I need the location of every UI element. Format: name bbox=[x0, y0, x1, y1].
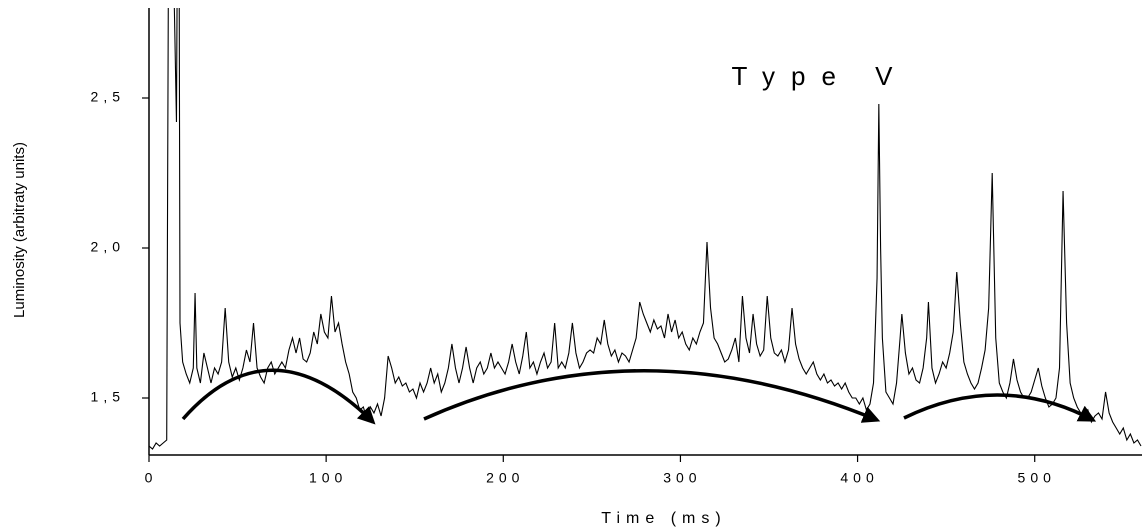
x-tick-label: 200 bbox=[486, 470, 524, 486]
y-tick-label: 2,0 bbox=[91, 239, 125, 255]
x-axis-title: Time (ms) bbox=[601, 510, 726, 527]
chart-title: Type V bbox=[732, 61, 909, 91]
x-tick-label: 300 bbox=[663, 470, 701, 486]
trend-arrow bbox=[423, 369, 881, 423]
y-axis-title: Luminosity (arbitraty units) bbox=[11, 142, 28, 318]
y-tick-label: 2,5 bbox=[91, 89, 125, 105]
y-tick-label: 1,5 bbox=[91, 389, 125, 405]
trend-arrow bbox=[181, 368, 376, 425]
x-tick-label: 400 bbox=[840, 470, 878, 486]
trend-arrow bbox=[903, 393, 1097, 422]
data-line bbox=[149, 8, 1142, 450]
x-tick-label: 0 bbox=[145, 470, 158, 486]
x-tick-label: 500 bbox=[1018, 470, 1056, 486]
x-tick-label: 100 bbox=[309, 470, 347, 486]
